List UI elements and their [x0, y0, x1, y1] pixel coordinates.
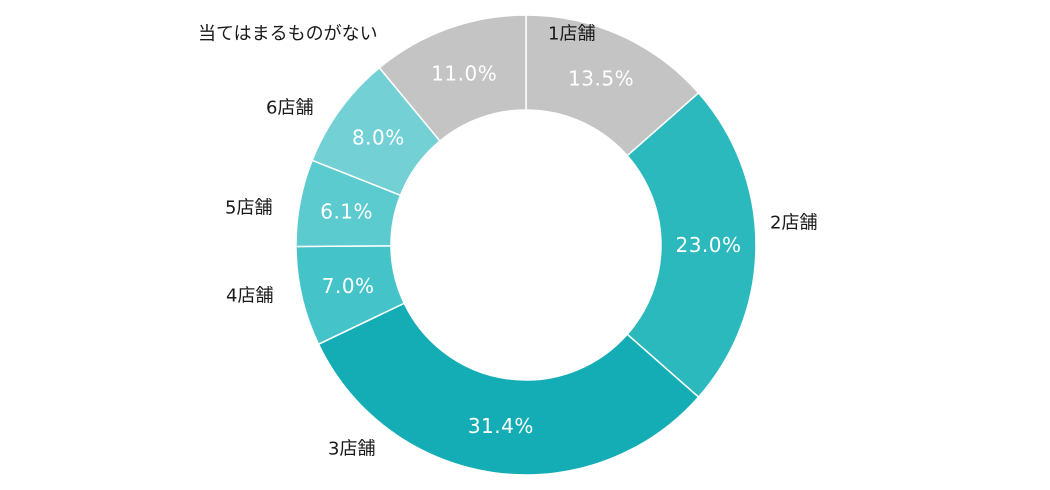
percent-labels-group: 13.5% 23.0% 31.4% 7.0% 6.1% 8.0% 11.0% — [320, 61, 741, 437]
category-label-3: 3店舗 — [328, 439, 375, 460]
category-label-1: 1店舗 — [548, 24, 595, 45]
percent-label-2: 23.0% — [675, 233, 741, 257]
percent-label-1: 13.5% — [568, 67, 634, 91]
percent-label-7: 11.0% — [431, 61, 497, 85]
category-label-7: 当てはまるものがない — [198, 24, 378, 45]
category-label-5: 5店舗 — [225, 198, 272, 219]
category-label-4: 4店舗 — [226, 286, 273, 307]
slice-7 — [378, 14, 527, 143]
category-label-6: 6店舗 — [266, 98, 313, 119]
category-labels-group: 1店舗 2店舗 3店舗 4店舗 5店舗 6店舗 当てはまるものがない — [198, 24, 817, 460]
slice-2 — [626, 91, 757, 399]
percent-label-6: 8.0% — [352, 126, 405, 150]
category-label-2: 2店舗 — [770, 213, 817, 234]
slice-3 — [317, 302, 700, 476]
percent-label-3: 31.4% — [468, 414, 534, 438]
slices-group — [295, 14, 757, 476]
percent-label-4: 7.0% — [322, 274, 375, 298]
percent-label-5: 6.1% — [320, 199, 373, 223]
